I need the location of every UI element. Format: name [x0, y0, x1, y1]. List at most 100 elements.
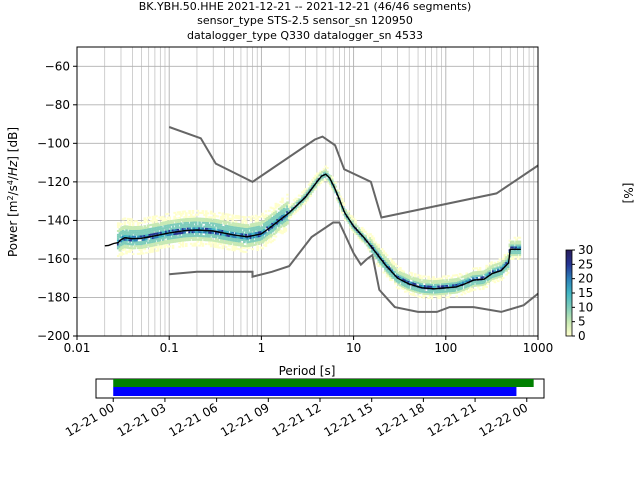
ppsd-cell: [238, 230, 241, 233]
ppsd-cell: [400, 287, 404, 290]
ppsd-cell: [158, 237, 162, 240]
ppsd-cell: [223, 237, 226, 240]
ppsd-cell: [188, 225, 191, 228]
ppsd-cell: [231, 241, 235, 244]
ppsd-cell: [130, 226, 133, 229]
ppsd-cell: [334, 185, 337, 188]
ppsd-cell: [224, 238, 228, 241]
ppsd-cell: [218, 223, 221, 226]
ppsd-cell: [221, 212, 225, 215]
ppsd-cell: [480, 280, 483, 283]
ppsd-cell: [496, 276, 500, 279]
ppsd-cell: [392, 271, 396, 274]
ppsd-cell: [243, 218, 246, 221]
ppsd-cell: [296, 199, 299, 202]
ppsd-cell: [179, 226, 183, 229]
ppsd-cell: [435, 291, 439, 294]
ppsd-cell: [148, 239, 152, 242]
ppsd-cell: [213, 234, 216, 237]
ppsd-cell: [121, 231, 125, 234]
ppsd-cell: [477, 269, 480, 272]
ppsd-cell: [201, 235, 205, 238]
ppsd-cell: [143, 221, 147, 224]
ppsd-cell: [150, 237, 153, 240]
ppsd-cell: [264, 233, 268, 236]
ppsd-cell: [123, 221, 127, 224]
ppsd-cell: [448, 292, 452, 295]
ppsd-cell: [243, 237, 246, 240]
ppsd-cell: [452, 289, 455, 292]
ppsd-cell: [262, 240, 266, 243]
ppsd-cell: [319, 180, 322, 183]
ppsd-cell: [276, 224, 279, 227]
ppsd-cell: [155, 232, 158, 235]
ppsd-cell: [136, 225, 140, 228]
ppsd-cell: [266, 214, 269, 217]
ppsd-cell: [228, 221, 231, 224]
ppsd-cell: [224, 245, 228, 248]
ppsd-cell: [156, 238, 160, 241]
ppsd-cell: [253, 226, 256, 229]
ppsd-cell: [175, 240, 178, 243]
ppsd-cell: [437, 295, 440, 298]
ppsd-cell: [128, 239, 132, 242]
ppsd-cell: [175, 213, 178, 216]
ppsd-cell: [148, 233, 152, 236]
ppsd-cell: [281, 222, 284, 225]
ppsd-cell: [319, 170, 322, 173]
ppsd-cell: [226, 242, 230, 245]
ppsd-cell: [510, 257, 513, 260]
ppsd-cell: [438, 281, 442, 284]
ppsd-cell: [400, 283, 404, 286]
ppsd-cell: [500, 274, 503, 277]
ppsd-cell: [244, 220, 248, 223]
ppsd-cell: [493, 261, 497, 264]
ppsd-cell: [389, 263, 392, 266]
ppsd-cell: [447, 275, 450, 278]
ppsd-cell: [272, 238, 276, 241]
ppsd-cell: [430, 297, 434, 300]
ppsd-cell: [175, 228, 178, 231]
ppsd-cell: [249, 242, 253, 245]
ppsd-cell: [478, 272, 482, 275]
ppsd-cell: [455, 277, 459, 280]
ppsd-cell: [236, 224, 240, 227]
ppsd-cell: [176, 222, 180, 225]
ppsd-cell: [500, 278, 503, 281]
ppsd-cell: [506, 254, 510, 257]
ppsd-cell: [503, 256, 507, 259]
ppsd-cell: [219, 237, 223, 240]
ppsd-cell: [248, 241, 251, 244]
ppsd-cell: [329, 182, 332, 185]
ppsd-cell: [238, 238, 241, 241]
ppsd-cell: [209, 218, 213, 221]
ppsd-cell: [463, 288, 467, 291]
ppsd-cell: [430, 293, 434, 296]
ppsd-cell: [130, 245, 133, 248]
ppsd-cell: [347, 210, 351, 213]
ppsd-cell: [244, 231, 248, 234]
ppsd-cell: [163, 223, 166, 226]
ppsd-cell: [450, 284, 454, 287]
ppsd-cell: [168, 220, 171, 223]
ppsd-cell: [488, 279, 492, 282]
ppsd-cell: [161, 238, 165, 241]
ppsd-cell: [359, 234, 362, 237]
ppsd-cell: [179, 237, 183, 240]
ppsd-cell: [150, 233, 153, 236]
ppsd-cell: [256, 245, 259, 248]
ppsd-cell: [126, 233, 130, 236]
ppsd-cell: [161, 231, 165, 234]
ppsd-cell: [236, 244, 240, 247]
ppsd-cell: [130, 233, 133, 236]
ppsd-cell: [379, 263, 382, 266]
plot-frame: [76, 46, 539, 337]
ppsd-cell: [186, 227, 190, 230]
ppsd-cell: [277, 204, 281, 207]
ppsd-cell: [170, 220, 173, 223]
ppsd-cell: [282, 225, 286, 228]
ppsd-cell: [392, 265, 396, 268]
ppsd-cell: [402, 282, 405, 285]
ppsd-cell: [440, 285, 444, 288]
ppsd-cell: [324, 179, 327, 182]
